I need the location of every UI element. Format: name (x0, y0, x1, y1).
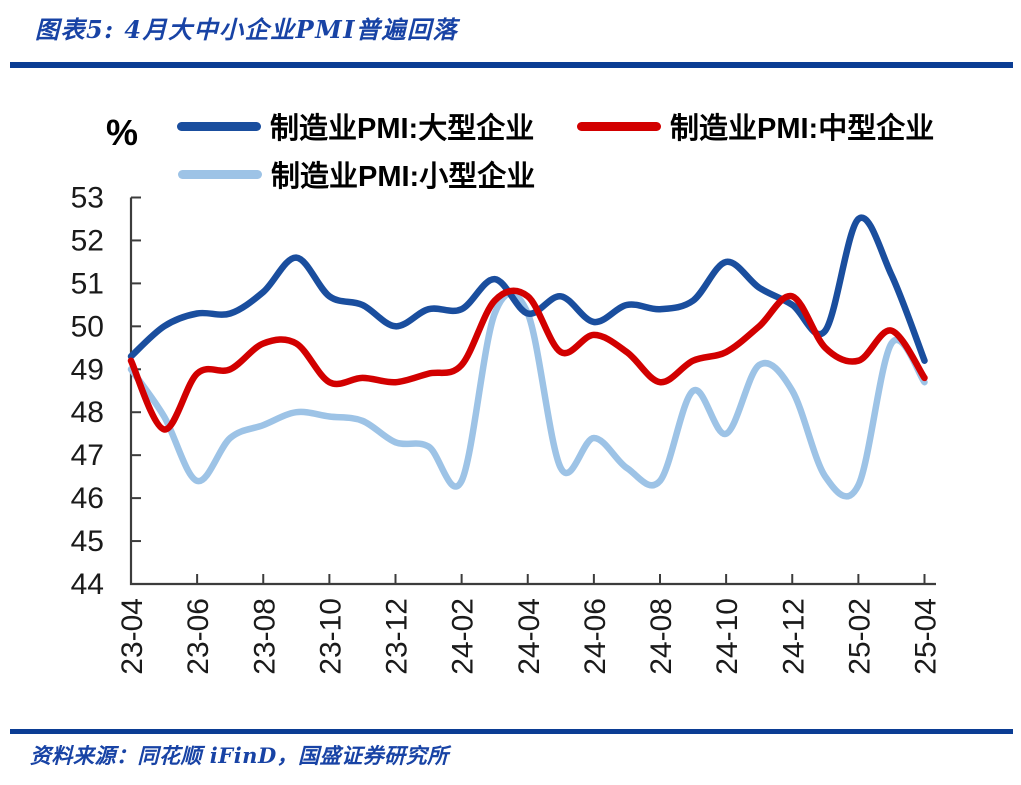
legend-line-large-icon (177, 121, 261, 131)
x-tick-label: 23-12 (381, 598, 414, 675)
y-tick-label: 48 (71, 396, 104, 429)
y-tick-label: 51 (71, 267, 104, 300)
source-note: 资料来源：同花顺 iFinD，国盛证券研究所 (30, 743, 449, 768)
legend-item-medium: 制造业PMI:中型企业 (577, 108, 935, 145)
y-tick-label: 52 (71, 224, 104, 257)
x-tick-label: 24-12 (777, 598, 810, 675)
y-tick-label: 50 (71, 310, 104, 343)
x-tick-label: 24-06 (579, 598, 612, 675)
x-tick-label: 23-06 (182, 598, 215, 675)
x-tick-label: 23-10 (314, 598, 347, 675)
legend-line-small-icon (178, 169, 262, 179)
y-tick-label: 45 (71, 525, 104, 558)
x-tick-label: 24-02 (447, 598, 480, 675)
y-tick-label: 47 (71, 439, 104, 472)
legend-label-medium: 制造业PMI:中型企业 (670, 113, 935, 145)
x-tick-label: 25-04 (910, 598, 943, 675)
footer-divider (10, 729, 1013, 734)
figure-title: 图表5: 4月大中小企业PMI普遍回落 (35, 15, 458, 44)
y-tick-label: 53 (71, 182, 104, 215)
x-tick-label: 23-08 (248, 598, 281, 675)
y-tick-label: 44 (71, 568, 104, 601)
legend-line-medium-icon (577, 121, 661, 131)
x-tick-label: 23-04 (116, 598, 149, 675)
y-tick-label: 46 (71, 482, 104, 515)
axes (129, 197, 936, 586)
y-axis-unit-label: % (106, 112, 139, 153)
series-line-0 (127, 214, 928, 364)
x-tick-label: 24-04 (513, 598, 546, 675)
series-line-2 (127, 290, 928, 500)
title-divider (10, 62, 1013, 68)
y-tick-label: 49 (71, 353, 104, 386)
series-line-1 (127, 287, 928, 433)
x-tick-label: 24-08 (645, 598, 678, 675)
legend-label-small: 制造业PMI:小型企业 (271, 161, 536, 193)
x-tick-label: 24-10 (711, 598, 744, 675)
legend-item-small: 制造业PMI:小型企业 (178, 156, 536, 193)
legend-item-large: 制造业PMI:大型企业 (177, 108, 535, 145)
x-tick-label: 25-02 (843, 598, 876, 675)
legend-label-large: 制造业PMI:大型企业 (270, 113, 535, 145)
